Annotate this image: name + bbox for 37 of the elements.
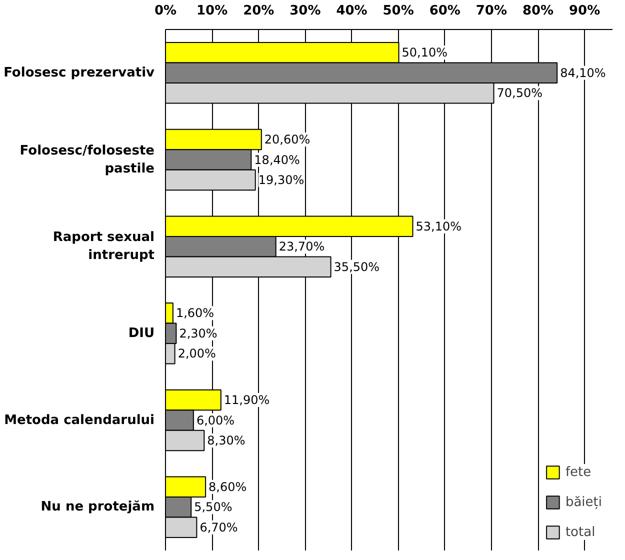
- data-label: 2,00%: [178, 346, 216, 361]
- data-label: 8,60%: [208, 480, 247, 494]
- data-label: 1,60%: [176, 306, 214, 320]
- x-tick-label: 0%: [154, 4, 177, 18]
- x-tick-label: 90%: [569, 4, 600, 18]
- x-tick-label: 30%: [290, 4, 321, 18]
- legend-label: total: [565, 524, 596, 540]
- data-label: 50,10%: [402, 46, 448, 60]
- y-tick-label: Folosesc prezervativ: [4, 65, 156, 80]
- legend-label: băieți: [565, 494, 602, 510]
- x-tick-label: 70%: [476, 4, 508, 18]
- x-tick-label: 60%: [429, 4, 460, 18]
- legend-label: fete: [565, 464, 592, 480]
- x-tick-label: 10%: [196, 4, 228, 18]
- x-tick-label: 20%: [243, 4, 274, 18]
- data-label: 84,10%: [560, 66, 606, 80]
- y-tick-label: Nu ne protejăm: [40, 500, 155, 515]
- x-tick-label: 40%: [336, 4, 368, 18]
- data-label: 20,60%: [264, 132, 310, 146]
- data-label: 53,10%: [416, 219, 462, 234]
- data-label: 11,90%: [224, 392, 270, 407]
- y-tick-label: Folosesc/foloseste pastile: [20, 143, 155, 176]
- data-label: 2,30%: [179, 326, 218, 340]
- data-label: 8,30%: [207, 434, 246, 448]
- y-tick-label: DIU: [128, 326, 155, 341]
- x-tick-label: 80%: [522, 4, 554, 18]
- data-label: 6,00%: [196, 413, 235, 428]
- data-label: 19,30%: [258, 173, 304, 188]
- data-label: 18,40%: [254, 152, 300, 167]
- data-label: 70,50%: [496, 86, 543, 100]
- y-tick-label: Raport sexual intrerupt: [52, 230, 155, 264]
- y-tick-label: Metoda calendarului: [4, 412, 154, 428]
- x-tick-label: 50%: [382, 4, 414, 18]
- data-label: 6,70%: [200, 520, 238, 534]
- data-label: 23,70%: [278, 240, 325, 254]
- data-label: 35,50%: [334, 260, 380, 274]
- data-label: 5,50%: [194, 500, 232, 514]
